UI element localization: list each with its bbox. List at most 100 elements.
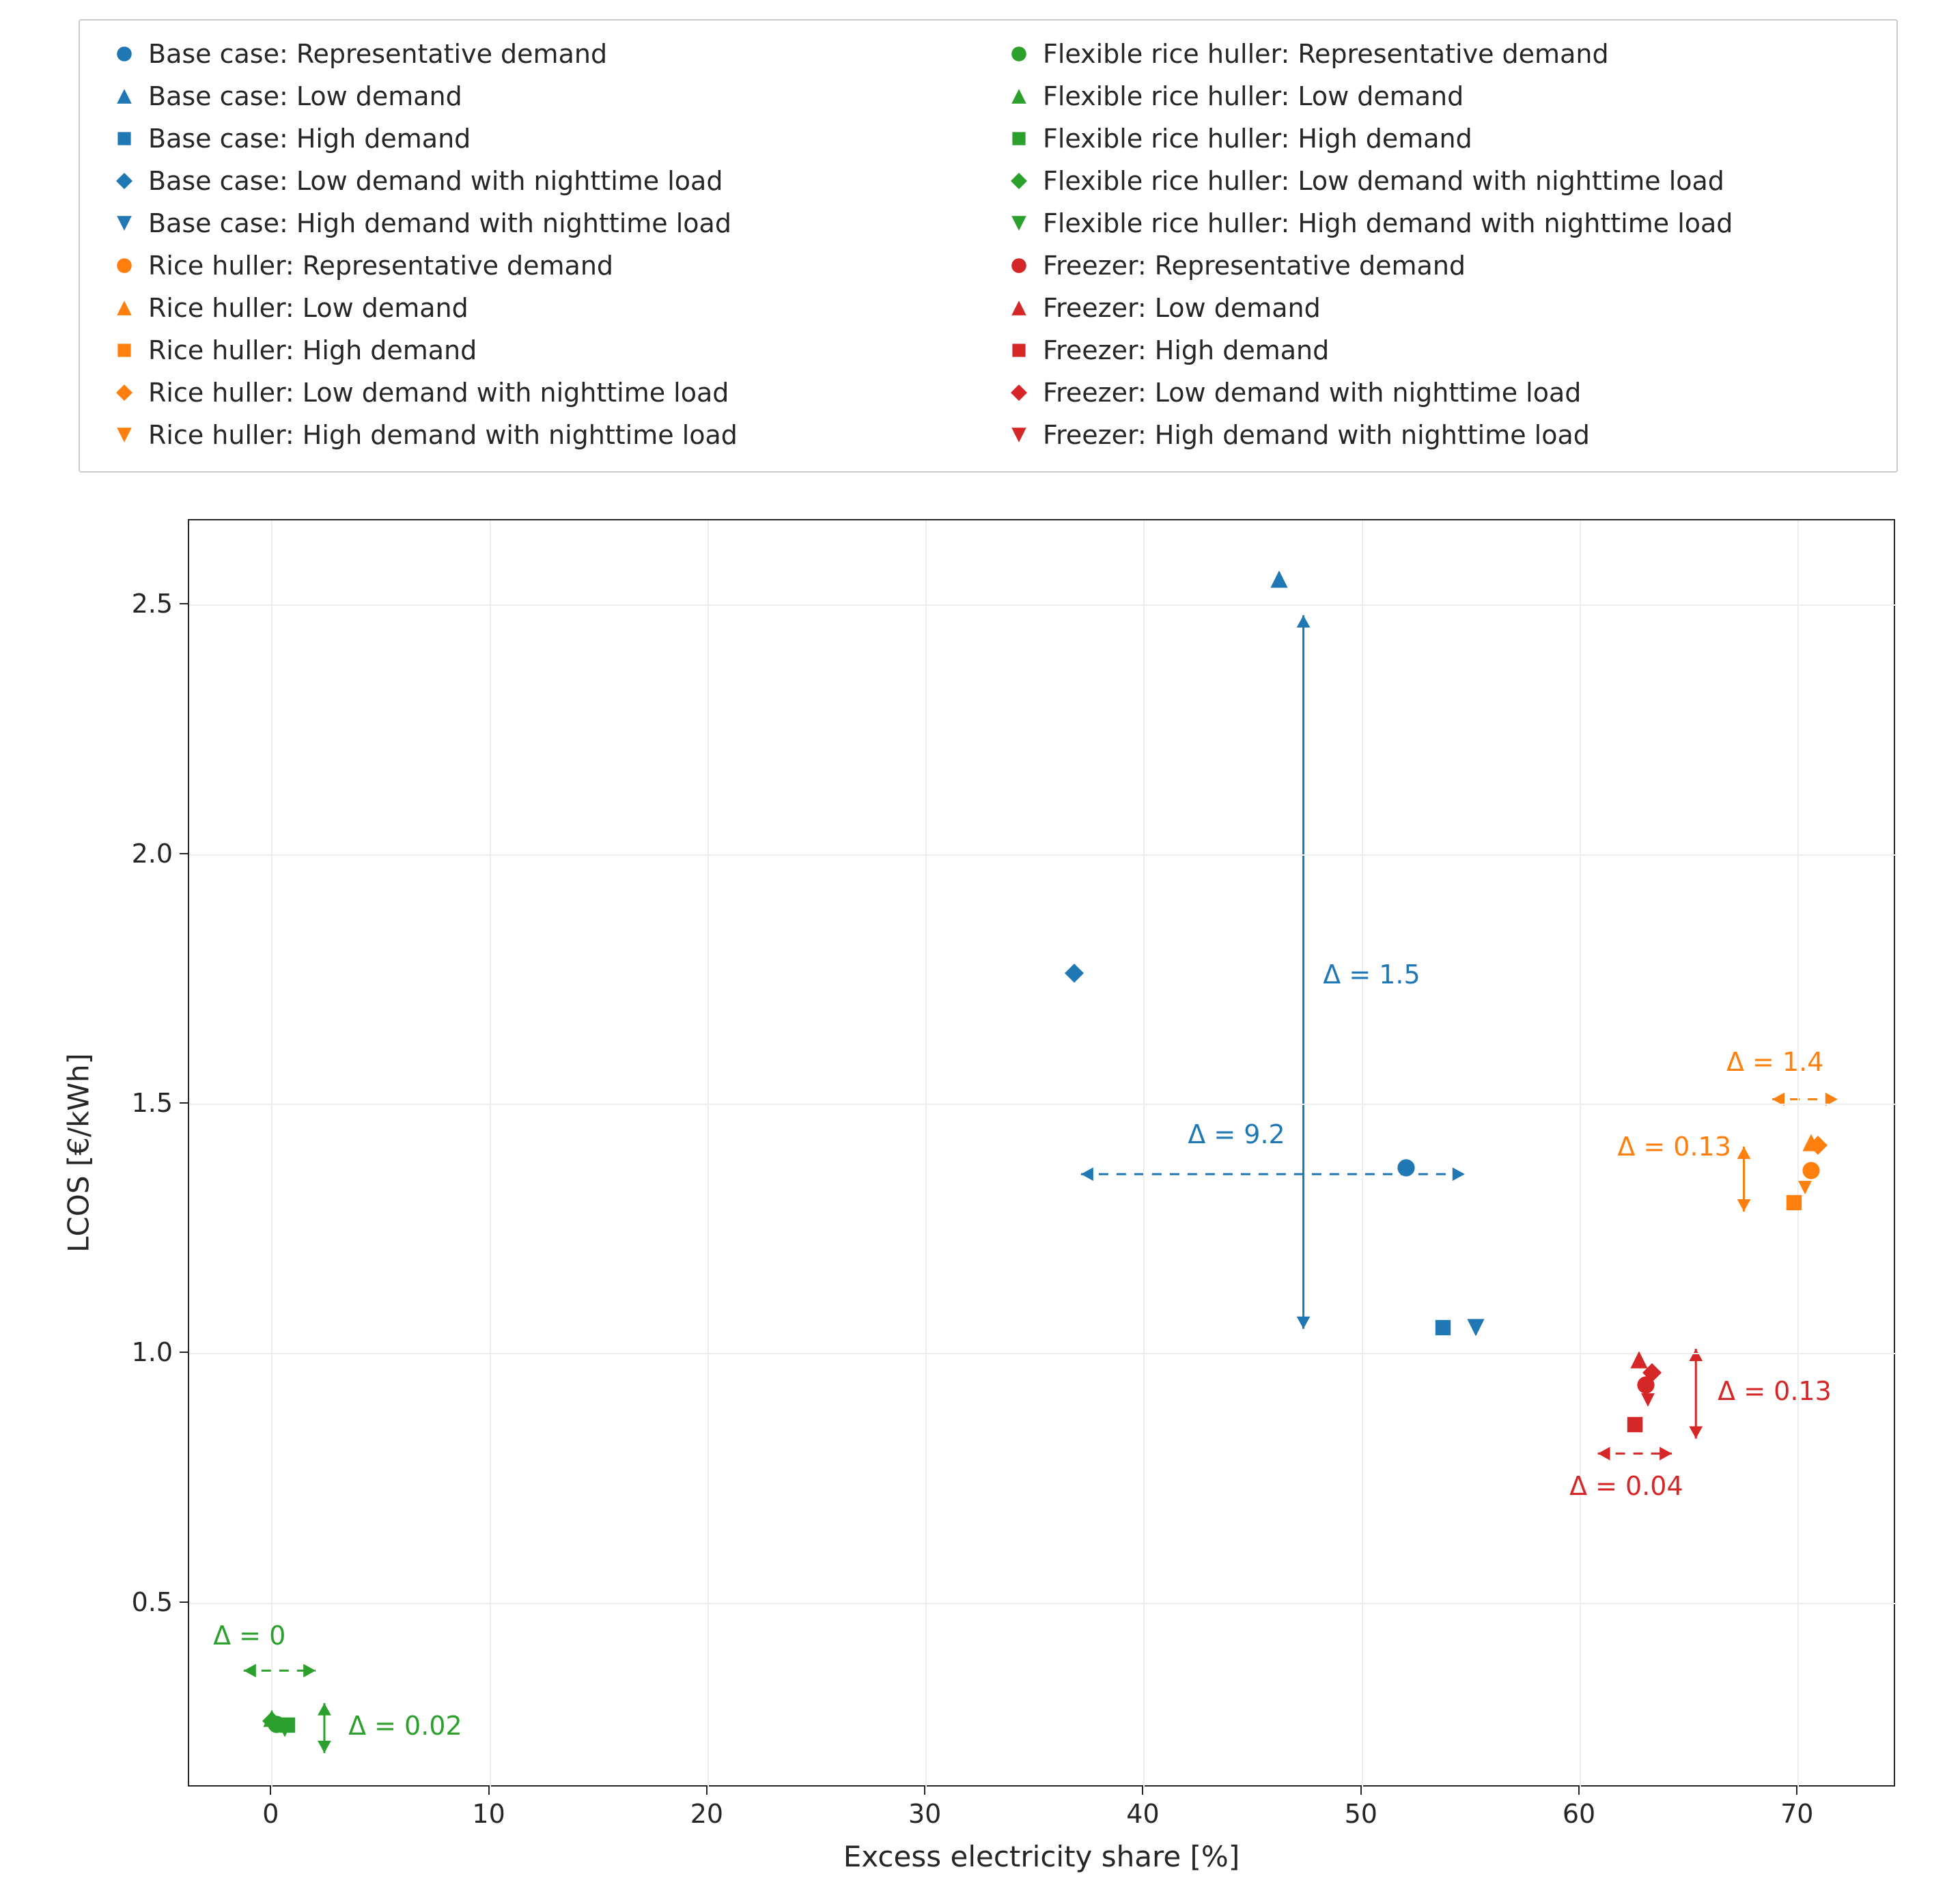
scatter-point [1802, 1161, 1821, 1183]
legend-marker-icon [100, 173, 148, 189]
legend-label: Flexible rice huller: High demand with n… [1043, 208, 1733, 238]
legend-label: Base case: High demand with nighttime lo… [148, 208, 731, 238]
scatter-point [1636, 1375, 1655, 1397]
x-tick-label: 70 [1780, 1799, 1813, 1829]
x-tick-mark [1578, 1787, 1580, 1795]
grid-line-vertical [1580, 520, 1581, 1788]
y-tick-label: 0.5 [132, 1587, 173, 1617]
legend-marker-icon [100, 88, 148, 104]
grid-line-horizontal [189, 854, 1896, 856]
legend-label: Freezer: High demand with nighttime load [1043, 420, 1590, 450]
delta-annotation-label: Δ = 0.13 [1718, 1376, 1832, 1406]
legend-marker-icon [100, 342, 148, 359]
legend-entry: Base case: Low demand with nighttime loa… [100, 160, 995, 202]
legend-label: Rice huller: Low demand with nighttime l… [148, 378, 729, 408]
x-tick-mark [270, 1787, 271, 1795]
legend-marker-icon [100, 46, 148, 62]
scatter-point [1797, 1180, 1812, 1198]
legend-label: Freezer: Low demand [1043, 293, 1321, 323]
legend-label: Flexible rice huller: Low demand with ni… [1043, 166, 1724, 196]
legend-label: Base case: High demand [148, 124, 471, 154]
scatter-point [1640, 1393, 1655, 1410]
legend-entry: Rice huller: Representative demand [100, 244, 995, 287]
legend-label: Base case: Low demand [148, 81, 462, 111]
legend-marker-icon [100, 130, 148, 147]
legend: Base case: Representative demand Base cas… [79, 19, 1898, 473]
grid-line-vertical [1797, 520, 1799, 1788]
y-tick-mark [180, 603, 188, 604]
legend-marker-icon [995, 257, 1043, 274]
legend-marker-icon [100, 215, 148, 232]
legend-entry: Freezer: High demand [995, 329, 1733, 372]
legend-entry: Rice huller: High demand [100, 329, 995, 372]
legend-marker-icon [995, 46, 1043, 62]
scatter-point [278, 1716, 297, 1737]
legend-label: Freezer: Representative demand [1043, 251, 1466, 281]
y-axis-label: LCOS [€/kWh] [62, 1053, 96, 1253]
legend-entry: Rice huller: Low demand [100, 287, 995, 329]
scatter-point [1808, 1136, 1828, 1158]
x-tick-mark [924, 1787, 925, 1795]
legend-marker-icon [995, 427, 1043, 443]
y-tick-mark [180, 1102, 188, 1104]
legend-entry: Rice huller: High demand with nighttime … [100, 414, 995, 456]
scatter-point [1466, 1318, 1485, 1340]
legend-marker-icon [995, 342, 1043, 359]
grid-line-vertical [708, 520, 709, 1788]
legend-marker-icon [995, 130, 1043, 147]
grid-line-horizontal [189, 1353, 1896, 1354]
scatter-point [1802, 1133, 1821, 1155]
y-tick-label: 2.0 [132, 839, 173, 869]
delta-annotation-label: Δ = 0.02 [348, 1711, 462, 1741]
x-tick-label: 0 [262, 1799, 279, 1829]
legend-entry: Flexible rice huller: High demand with n… [995, 202, 1733, 244]
legend-entry: Base case: Low demand [100, 75, 995, 117]
grid-line-horizontal [189, 604, 1896, 606]
scatter-point [1397, 1158, 1416, 1180]
legend-marker-icon [995, 384, 1043, 401]
x-tick-label: 10 [472, 1799, 505, 1829]
legend-label: Base case: Low demand with nighttime loa… [148, 166, 723, 196]
legend-entry: Flexible rice huller: Low demand with ni… [995, 160, 1733, 202]
delta-annotation-label: Δ = 0.04 [1569, 1471, 1683, 1501]
legend-entry: Freezer: Low demand [995, 287, 1733, 329]
legend-entry: Freezer: Representative demand [995, 244, 1733, 287]
y-tick-mark [180, 1601, 188, 1603]
legend-label: Rice huller: Representative demand [148, 251, 613, 281]
x-tick-mark [1142, 1787, 1143, 1795]
legend-label: Flexible rice huller: Representative dem… [1043, 39, 1609, 69]
delta-annotation-label: Δ = 0.13 [1617, 1132, 1731, 1162]
legend-entry: Flexible rice huller: Representative dem… [995, 33, 1733, 75]
legend-label: Flexible rice huller: High demand [1043, 124, 1472, 154]
grid-line-vertical [925, 520, 927, 1788]
grid-line-vertical [1362, 520, 1363, 1788]
x-tick-label: 20 [690, 1799, 723, 1829]
figure: Base case: Representative demand Base cas… [0, 0, 1960, 1889]
legend-marker-icon [100, 384, 148, 401]
legend-marker-icon [995, 88, 1043, 104]
legend-label: Flexible rice huller: Low demand [1043, 81, 1464, 111]
x-tick-label: 60 [1563, 1799, 1595, 1829]
scatter-point [1642, 1363, 1662, 1385]
legend-entry: Base case: Representative demand [100, 33, 995, 75]
scatter-point [275, 1719, 294, 1741]
scatter-point [1625, 1415, 1644, 1437]
delta-annotation-label: Δ = 9.2 [1188, 1119, 1285, 1149]
scatter-point [1784, 1193, 1804, 1215]
grid-line-vertical [490, 520, 491, 1788]
delta-annotation-label: Δ = 1.4 [1726, 1047, 1823, 1077]
plot-area: Δ = 1.5Δ = 9.2Δ = 0.13Δ = 1.4Δ = 0.02Δ =… [188, 519, 1895, 1787]
legend-label: Rice huller: Low demand [148, 293, 468, 323]
legend-label: Base case: Representative demand [148, 39, 607, 69]
grid-line-horizontal [189, 1104, 1896, 1105]
x-tick-mark [488, 1787, 490, 1795]
legend-label: Rice huller: High demand [148, 335, 477, 365]
y-tick-mark [180, 1352, 188, 1353]
legend-label: Freezer: Low demand with nighttime load [1043, 378, 1581, 408]
legend-entry: Freezer: Low demand with nighttime load [995, 372, 1733, 414]
x-tick-mark [1360, 1787, 1362, 1795]
x-tick-label: 40 [1126, 1799, 1159, 1829]
grid-line-vertical [1143, 520, 1145, 1788]
legend-label: Freezer: High demand [1043, 335, 1329, 365]
legend-entry: Rice huller: Low demand with nighttime l… [100, 372, 995, 414]
